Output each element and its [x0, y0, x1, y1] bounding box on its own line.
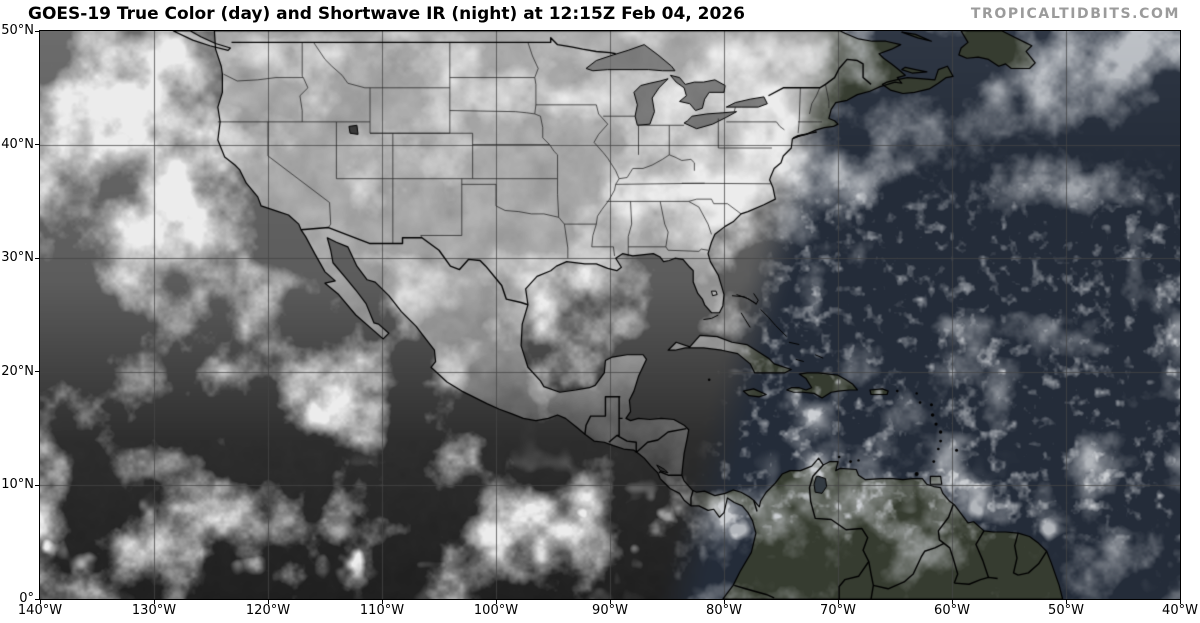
image-title: GOES-19 True Color (day) and Shortwave I… [28, 4, 745, 24]
x-tick-label: 130°W [131, 603, 177, 618]
y-tick-label: 20°N [1, 363, 34, 379]
x-tick-label: 40°W [1162, 603, 1198, 618]
y-tick-label: 30°N [1, 250, 34, 266]
x-tick-mark [267, 600, 269, 604]
y-tick-mark [35, 484, 39, 486]
x-tick-mark [1065, 600, 1067, 604]
x-tick-label: 120°W [245, 603, 291, 618]
x-tick-mark [837, 600, 839, 604]
y-tick-mark [35, 30, 39, 32]
y-tick-label: 10°N [1, 477, 34, 493]
x-tick-label: 140°W [17, 603, 63, 618]
x-tick-mark [39, 600, 41, 604]
x-tick-mark [723, 600, 725, 604]
y-tick-label: 40°N [1, 136, 34, 152]
x-tick-mark [495, 600, 497, 604]
x-tick-label: 100°W [473, 603, 519, 618]
y-tick-mark [35, 257, 39, 259]
x-tick-label: 80°W [706, 603, 742, 618]
x-tick-label: 60°W [934, 603, 970, 618]
satellite-map-canvas [40, 31, 1180, 599]
y-tick-label: 50°N [1, 23, 34, 38]
y-tick-mark [35, 598, 39, 600]
x-tick-mark [153, 600, 155, 604]
y-tick-mark [35, 371, 39, 373]
x-tick-mark [381, 600, 383, 604]
x-tick-label: 110°W [359, 603, 405, 618]
x-tick-label: 70°W [820, 603, 856, 618]
y-tick-mark [35, 144, 39, 146]
x-tick-label: 50°W [1048, 603, 1084, 618]
map-frame [39, 30, 1181, 600]
x-tick-label: 90°W [592, 603, 628, 618]
y-tick-label: 0° [19, 591, 34, 606]
x-tick-mark [1179, 600, 1181, 604]
brand-watermark: TROPICALTIDBITS.COM [970, 6, 1180, 22]
x-tick-mark [951, 600, 953, 604]
x-tick-mark [609, 600, 611, 604]
